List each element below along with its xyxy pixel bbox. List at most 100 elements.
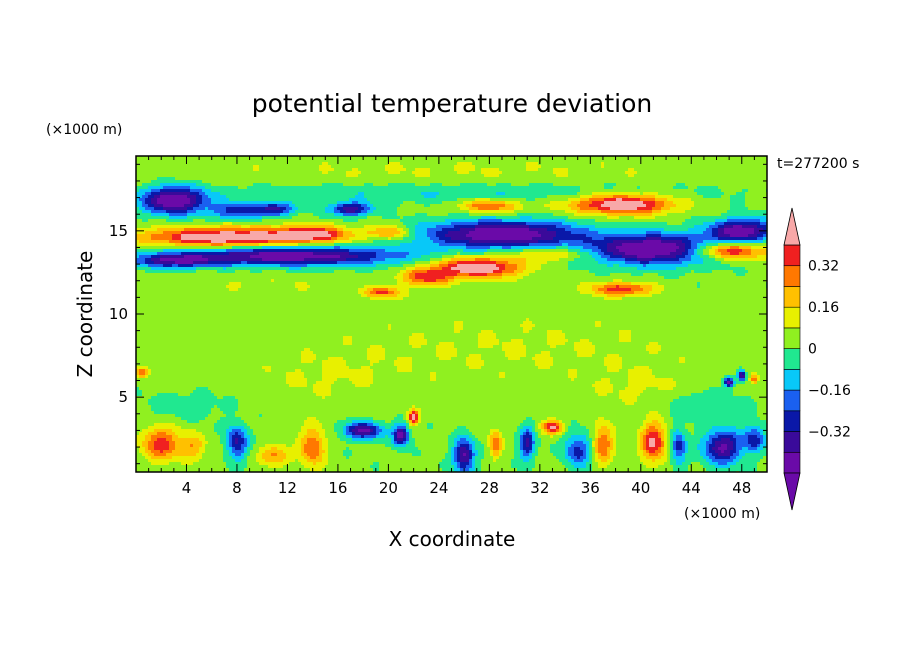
field-cell — [352, 207, 355, 210]
field-cell — [646, 186, 649, 189]
field-cell — [301, 192, 304, 195]
field-cell — [400, 165, 403, 168]
field-cell — [370, 225, 373, 228]
field-cell — [499, 222, 502, 225]
field-cell — [625, 156, 628, 159]
field-cell — [310, 204, 313, 207]
field-cell — [166, 201, 169, 204]
field-cell — [370, 216, 373, 219]
field-cell — [643, 195, 646, 198]
field-cell — [358, 219, 361, 222]
field-cell — [298, 159, 301, 162]
field-cell — [424, 207, 427, 210]
field-cell — [268, 222, 271, 225]
field-cell — [262, 162, 265, 165]
field-cell — [460, 192, 463, 195]
field-cell — [451, 186, 454, 189]
field-cell — [613, 162, 616, 165]
field-cell — [421, 213, 424, 216]
field-cell — [190, 198, 193, 201]
field-cell — [352, 174, 355, 177]
field-cell — [562, 174, 565, 177]
field-cell — [250, 171, 253, 174]
field-cell — [691, 189, 694, 192]
field-cell — [376, 195, 379, 198]
field-cell — [163, 183, 166, 186]
field-cell — [271, 165, 274, 168]
field-cell — [196, 186, 199, 189]
field-cell — [532, 159, 535, 162]
field-cell — [748, 219, 751, 222]
field-cell — [295, 180, 298, 183]
field-cell — [538, 210, 541, 213]
field-cell — [166, 219, 169, 222]
field-cell — [637, 180, 640, 183]
field-cell — [316, 225, 319, 228]
field-cell — [406, 162, 409, 165]
field-cell — [325, 201, 328, 204]
field-cell — [688, 171, 691, 174]
field-cell — [610, 159, 613, 162]
field-cell — [181, 183, 184, 186]
field-cell — [340, 171, 343, 174]
field-cell — [487, 180, 490, 183]
field-cell — [235, 183, 238, 186]
field-cell — [754, 186, 757, 189]
field-cell — [556, 201, 559, 204]
field-cell — [538, 204, 541, 207]
field-cell — [430, 213, 433, 216]
field-cell — [505, 159, 508, 162]
field-cell — [187, 192, 190, 195]
field-cell — [460, 156, 463, 159]
field-cell — [694, 210, 697, 213]
field-cell — [448, 189, 451, 192]
field-cell — [523, 204, 526, 207]
field-cell — [463, 159, 466, 162]
field-cell — [202, 159, 205, 162]
field-cell — [196, 189, 199, 192]
field-cell — [700, 219, 703, 222]
field-cell — [625, 216, 628, 219]
field-cell — [619, 198, 622, 201]
field-cell — [616, 195, 619, 198]
field-cell — [715, 210, 718, 213]
field-cell — [598, 201, 601, 204]
field-cell — [388, 225, 391, 228]
field-cell — [751, 186, 754, 189]
field-cell — [154, 174, 157, 177]
field-cell — [436, 222, 439, 225]
field-cell — [178, 174, 181, 177]
field-cell — [556, 195, 559, 198]
field-cell — [181, 207, 184, 210]
field-cell — [490, 192, 493, 195]
field-cell — [430, 219, 433, 222]
field-cell — [139, 162, 142, 165]
field-cell — [208, 186, 211, 189]
field-cell — [454, 195, 457, 198]
field-cell — [148, 204, 151, 207]
field-cell — [379, 180, 382, 183]
field-cell — [481, 225, 484, 228]
field-cell — [154, 198, 157, 201]
field-cell — [712, 180, 715, 183]
field-cell — [544, 195, 547, 198]
field-cell — [373, 192, 376, 195]
field-cell — [538, 216, 541, 219]
field-cell — [616, 210, 619, 213]
field-cell — [349, 216, 352, 219]
field-cell — [718, 213, 721, 216]
field-cell — [574, 156, 577, 159]
field-cell — [271, 204, 274, 207]
field-cell — [436, 198, 439, 201]
field-cell — [664, 180, 667, 183]
field-cell — [184, 201, 187, 204]
field-cell — [427, 189, 430, 192]
field-cell — [694, 180, 697, 183]
field-cell — [409, 180, 412, 183]
field-cell — [313, 207, 316, 210]
field-cell — [754, 183, 757, 186]
field-cell — [619, 195, 622, 198]
field-cell — [178, 198, 181, 201]
field-cell — [364, 165, 367, 168]
